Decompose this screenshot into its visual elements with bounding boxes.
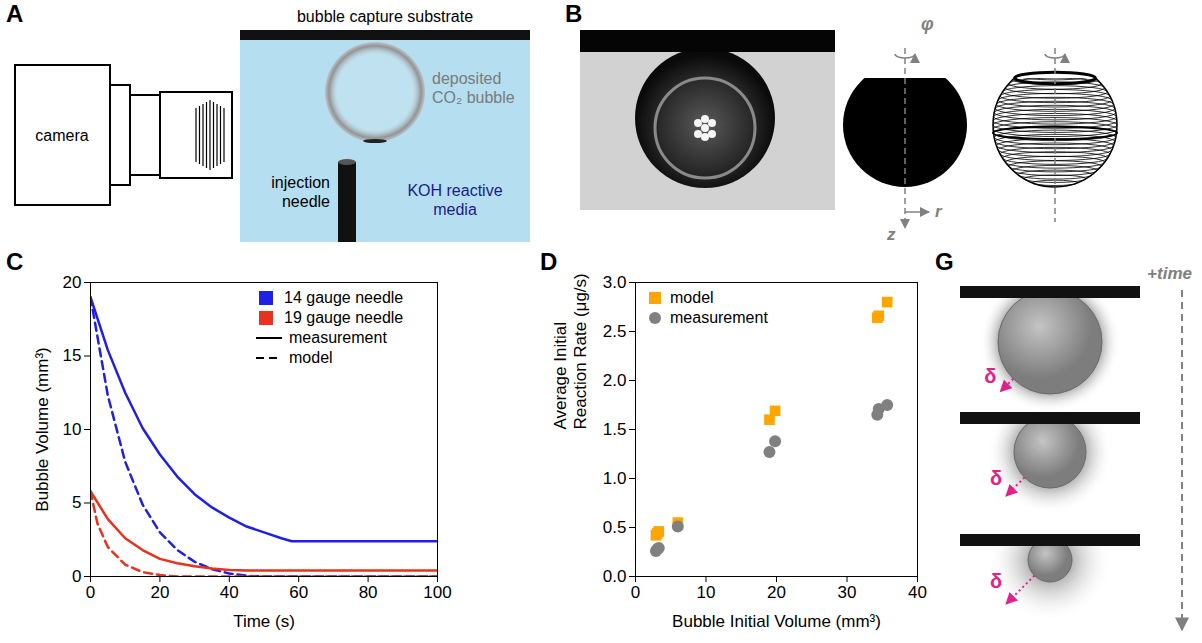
svg-text:KOH reactivemedia: KOH reactivemedia	[407, 182, 502, 218]
html-text:measurement: measurement	[670, 309, 768, 326]
svg-text:Bubble Volume (mm³): Bubble Volume (mm³)	[33, 347, 52, 511]
svg-text:φ: φ	[921, 14, 934, 34]
svg-text:20: 20	[767, 583, 786, 602]
svg-text:depositedCO₂ bubble: depositedCO₂ bubble	[432, 70, 515, 106]
svg-text:60: 60	[289, 583, 308, 602]
svg-text:r: r	[935, 202, 943, 221]
svg-text:0.5: 0.5	[603, 518, 627, 537]
html-text:model: model	[289, 349, 333, 366]
svg-text:40: 40	[908, 583, 927, 602]
svg-text:40: 40	[220, 583, 239, 602]
svg-text:0: 0	[86, 583, 95, 602]
svg-text:Average InitialReaction Rate (: Average InitialReaction Rate (μg/s)	[551, 273, 590, 429]
html-text:B: B	[565, 0, 583, 27]
svg-text:camera: camera	[35, 127, 88, 144]
html-text:14 gauge needle: 14 gauge needle	[284, 289, 404, 306]
svg-text:+time: +time	[1147, 264, 1192, 283]
svg-text:δ: δ	[990, 467, 1002, 489]
svg-text:5: 5	[72, 493, 81, 512]
html-text:measurement: measurement	[289, 329, 387, 346]
svg-text:20: 20	[150, 583, 169, 602]
svg-text:3.0: 3.0	[603, 273, 627, 292]
svg-text:1.0: 1.0	[603, 469, 627, 488]
svg-text:20: 20	[63, 273, 82, 292]
svg-text:30: 30	[838, 583, 857, 602]
svg-text:z: z	[886, 225, 896, 244]
svg-text:0: 0	[72, 567, 81, 586]
html-text:A: A	[6, 0, 24, 27]
svg-text:Bubble Initial Volume (mm³): Bubble Initial Volume (mm³)	[672, 612, 881, 631]
svg-text:10: 10	[697, 583, 716, 602]
svg-text:0: 0	[631, 583, 640, 602]
svg-text:Time (s): Time (s)	[233, 612, 295, 631]
svg-text:2.0: 2.0	[603, 371, 627, 390]
html-text:model: model	[670, 289, 714, 306]
svg-text:bubble capture substrate: bubble capture substrate	[297, 8, 473, 25]
svg-text:80: 80	[359, 583, 378, 602]
html-text:C: C	[6, 248, 24, 275]
svg-text:15: 15	[63, 346, 82, 365]
svg-text:0.0: 0.0	[603, 567, 627, 586]
svg-text:2.5: 2.5	[603, 322, 627, 341]
svg-text:1.5: 1.5	[603, 420, 627, 439]
svg-text:100: 100	[423, 583, 451, 602]
html-text:G: G	[935, 248, 954, 275]
html-text:19 gauge needle: 19 gauge needle	[284, 309, 404, 326]
svg-text:10: 10	[63, 420, 82, 439]
svg-text:injectionneedle: injectionneedle	[271, 174, 330, 210]
svg-text:δ: δ	[984, 365, 996, 387]
html-text:D: D	[540, 248, 558, 275]
svg-text:δ: δ	[990, 570, 1002, 592]
